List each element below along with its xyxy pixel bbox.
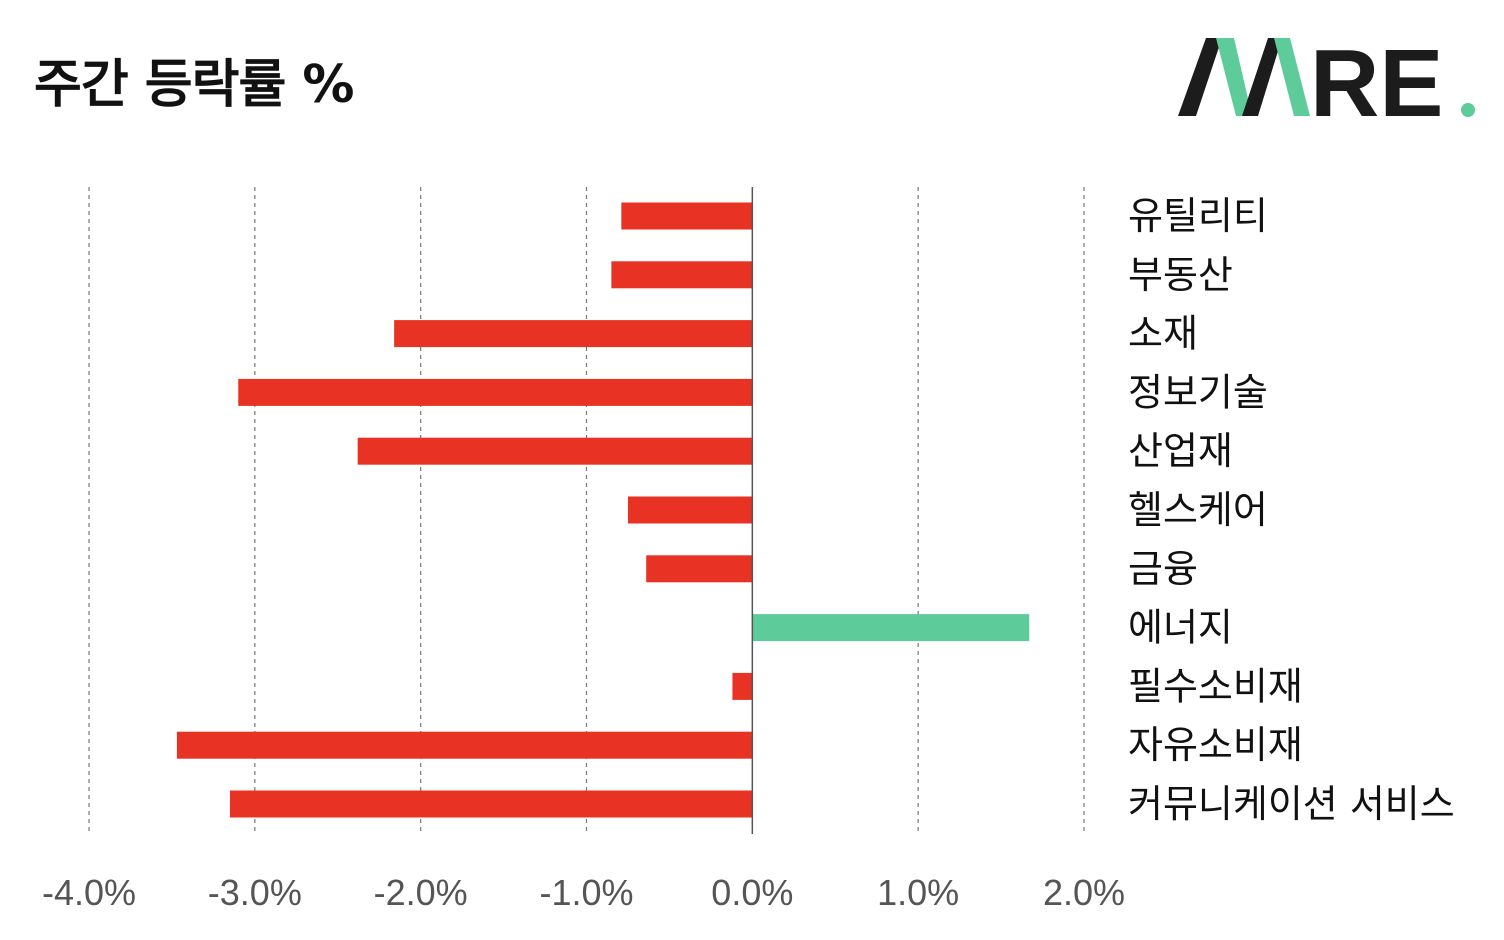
category-label: 소재: [1128, 312, 1198, 356]
bar: [627, 496, 753, 524]
chart-title: 주간 등락률 %: [34, 55, 355, 115]
bars: [176, 202, 1030, 818]
category-label: 부동산: [1128, 253, 1233, 297]
bar: [176, 731, 753, 759]
bar: [611, 261, 753, 289]
category-label: 에너지: [1128, 606, 1233, 650]
category-label: 자유소비재: [1128, 723, 1303, 767]
category-label: 커뮤니케이션 서비스: [1128, 782, 1455, 826]
bar: [238, 378, 753, 406]
logo-w-left: [1216, 38, 1252, 116]
category-label: 금융: [1128, 547, 1198, 591]
aware-logo: RE: [1176, 36, 1486, 120]
bar: [646, 555, 753, 583]
bar: [752, 614, 1030, 642]
logo-w-mid: [1242, 38, 1282, 116]
x-tick-label: 0.0%: [711, 872, 793, 913]
bar: [732, 672, 753, 700]
x-axis-tick-labels: -4.0% -3.0% -2.0% -1.0% 0.0% 1.0% 2.0%: [42, 872, 1125, 913]
category-label: 정보기술: [1128, 370, 1268, 414]
logo-dot: [1461, 103, 1475, 117]
x-tick-label: 2.0%: [1043, 872, 1125, 913]
x-tick-label: -1.0%: [539, 872, 633, 913]
category-label: 헬스케어: [1128, 488, 1268, 532]
category-label: 유틸리티: [1128, 194, 1268, 238]
category-label: 산업재: [1128, 429, 1233, 473]
logo-a-stroke: [1178, 38, 1222, 116]
aware-logo-graphic: RE: [1178, 36, 1475, 120]
x-tick-label: -3.0%: [208, 872, 302, 913]
category-label: 필수소비재: [1128, 664, 1303, 708]
bar: [394, 320, 753, 348]
bar: [357, 437, 753, 465]
x-tick-label: -2.0%: [374, 872, 468, 913]
x-tick-label: 1.0%: [877, 872, 959, 913]
logo-w-right: [1274, 38, 1310, 116]
logo-re-text: RE: [1310, 36, 1443, 120]
category-labels: 유틸리티부동산소재정보기술산업재헬스케어금융에너지필수소비재자유소비재커뮤니케이…: [1128, 194, 1455, 826]
grid-lines: [88, 187, 1085, 834]
bar: [621, 202, 753, 230]
x-tick-label: -4.0%: [42, 872, 136, 913]
bar: [229, 790, 753, 818]
